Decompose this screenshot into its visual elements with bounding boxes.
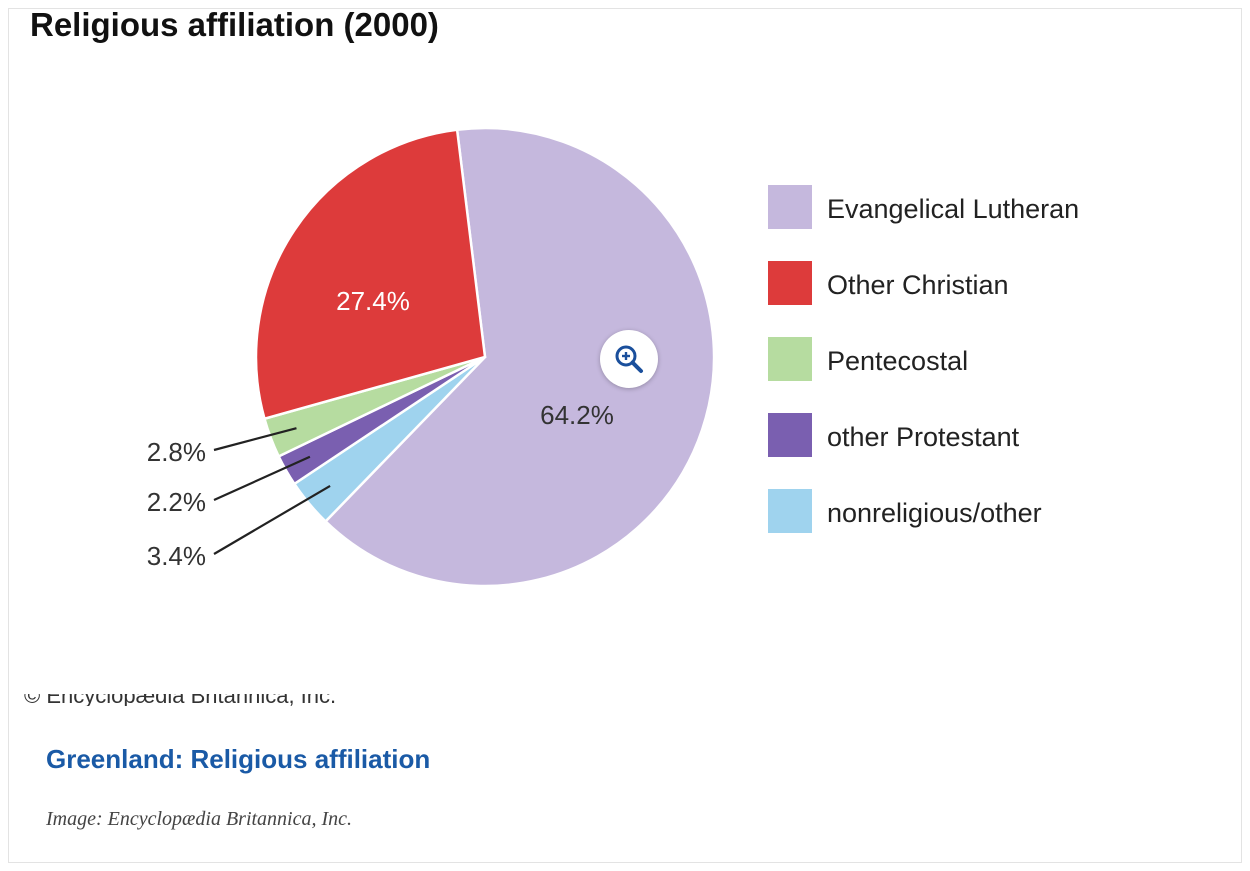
leader-line-nonreligious-other (213, 484, 331, 555)
legend-swatch-evangelical-lutheran (768, 185, 812, 229)
legend-label-nonreligious-other: nonreligious/other (827, 498, 1042, 528)
pie-chart: 64.2% 27.4% 2.8% 2.2% 3.4% Evangelical Luther… (147, 126, 1079, 588)
caption-link[interactable]: Greenland: Religious affiliation (46, 744, 431, 774)
zoom-in-icon (615, 345, 643, 373)
chart-credit: © Encyclopædia Britannica, Inc. (24, 694, 444, 706)
pie-slice-evangelical-lutheran (323, 126, 716, 588)
legend-swatch-nonreligious-other (768, 489, 812, 533)
chart-title: Religious affiliation (2000) (30, 6, 439, 43)
slice-label-nonreligious-other: 3.4% (147, 541, 206, 571)
pie-slice-other-christian (254, 128, 487, 421)
legend-label-pentecostal: Pentecostal (827, 346, 968, 376)
zoom-button[interactable] (600, 330, 658, 388)
legend-label-evangelical-lutheran: Evangelical Lutheran (827, 194, 1079, 224)
legend-swatch-other-protestant (768, 413, 812, 457)
slice-label-evangelical-lutheran: 64.2% (540, 400, 614, 430)
legend-label-other-protestant: other Protestant (827, 422, 1020, 452)
legend-swatch-pentecostal (768, 337, 812, 381)
slice-label-other-christian: 27.4% (336, 286, 410, 316)
leader-line-pentecostal (213, 427, 297, 452)
leader-line-other-protestant (213, 455, 311, 502)
slice-label-pentecostal: 2.8% (147, 437, 206, 467)
image-credit: Image: Encyclopædia Britannica, Inc. (46, 808, 353, 830)
legend-label-other-christian: Other Christian (827, 270, 1009, 300)
legend-swatch-other-christian (768, 261, 812, 305)
slice-label-other-protestant: 2.2% (147, 487, 206, 517)
